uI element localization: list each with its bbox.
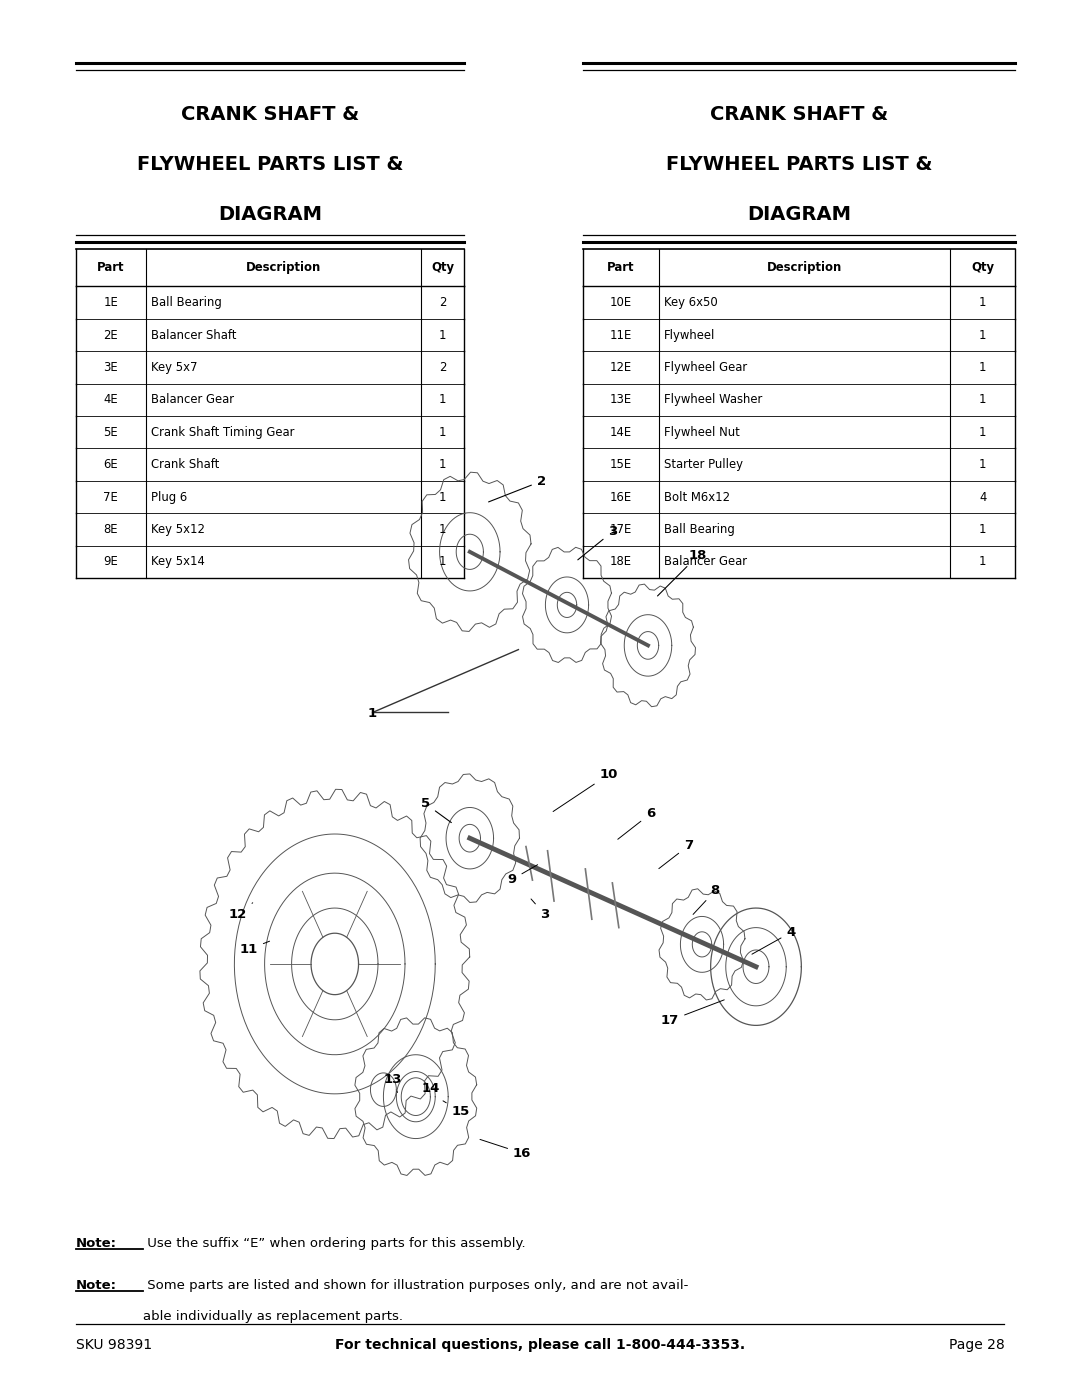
Text: 6: 6 [618,807,656,840]
Text: 7: 7 [659,840,692,869]
Text: Flywheel: Flywheel [664,328,716,341]
Text: 9E: 9E [104,556,118,569]
Text: 1: 1 [440,426,446,439]
Text: Key 5x7: Key 5x7 [151,360,198,374]
Text: 18E: 18E [610,556,632,569]
Text: Flywheel Nut: Flywheel Nut [664,426,740,439]
Text: Qty: Qty [971,261,995,274]
Text: Ball Bearing: Ball Bearing [664,522,735,536]
Text: 1: 1 [440,458,446,471]
Text: 15: 15 [443,1101,470,1118]
Text: Crank Shaft Timing Gear: Crank Shaft Timing Gear [151,426,295,439]
Text: able individually as replacement parts.: able individually as replacement parts. [143,1310,403,1323]
Text: 12E: 12E [610,360,632,374]
Text: 3E: 3E [104,360,118,374]
Text: 10: 10 [553,768,618,812]
Text: 18: 18 [658,549,707,597]
Text: 3: 3 [531,898,550,921]
Text: 13E: 13E [610,394,632,407]
Text: 1E: 1E [104,296,118,309]
Text: 16E: 16E [610,490,632,503]
Text: 1: 1 [440,556,446,569]
Text: FLYWHEEL PARTS LIST &: FLYWHEEL PARTS LIST & [666,155,932,175]
Text: 7E: 7E [104,490,118,503]
Text: Flywheel Washer: Flywheel Washer [664,394,762,407]
Text: Page 28: Page 28 [948,1338,1004,1352]
Text: Bolt M6x12: Bolt M6x12 [664,490,730,503]
Text: Note:: Note: [76,1280,117,1292]
Text: Key 5x12: Key 5x12 [151,522,205,536]
Text: 2: 2 [440,360,446,374]
Text: 1: 1 [440,522,446,536]
Text: 6E: 6E [104,458,118,471]
Text: Key 6x50: Key 6x50 [664,296,718,309]
Text: 5: 5 [421,798,451,823]
Text: 4: 4 [980,490,986,503]
Text: DIAGRAM: DIAGRAM [747,205,851,225]
Text: Balancer Gear: Balancer Gear [151,394,234,407]
Text: 4E: 4E [104,394,118,407]
Text: 1: 1 [980,360,986,374]
Text: 12: 12 [229,902,253,921]
Text: 14: 14 [421,1083,440,1095]
Text: 13: 13 [383,1073,402,1092]
Text: Key 5x14: Key 5x14 [151,556,205,569]
Text: 17E: 17E [610,522,632,536]
Text: 8E: 8E [104,522,118,536]
Text: 8: 8 [693,884,720,915]
Text: 2: 2 [440,296,446,309]
Text: 10E: 10E [610,296,632,309]
Text: Plug 6: Plug 6 [151,490,188,503]
Text: 14E: 14E [610,426,632,439]
Text: 11E: 11E [610,328,632,341]
Text: Starter Pulley: Starter Pulley [664,458,743,471]
Text: 9: 9 [508,865,538,886]
Text: Description: Description [767,261,842,274]
Text: CRANK SHAFT &: CRANK SHAFT & [710,105,889,124]
Text: 1: 1 [980,522,986,536]
Text: 17: 17 [661,1000,725,1027]
Text: Some parts are listed and shown for illustration purposes only, and are not avai: Some parts are listed and shown for illu… [143,1280,688,1292]
Text: 2E: 2E [104,328,118,341]
Text: Balancer Gear: Balancer Gear [664,556,747,569]
Text: SKU 98391: SKU 98391 [76,1338,151,1352]
Text: Description: Description [246,261,321,274]
Text: 11: 11 [240,942,270,956]
Text: 1: 1 [980,296,986,309]
Text: Qty: Qty [431,261,455,274]
Text: CRANK SHAFT &: CRANK SHAFT & [180,105,360,124]
Text: 1: 1 [980,328,986,341]
Text: 1: 1 [440,328,446,341]
Text: Use the suffix “E” when ordering parts for this assembly.: Use the suffix “E” when ordering parts f… [143,1238,525,1250]
Text: 1: 1 [440,394,446,407]
Text: 16: 16 [480,1140,531,1160]
Text: 1: 1 [980,556,986,569]
Text: 3: 3 [578,525,618,560]
Text: 5E: 5E [104,426,118,439]
Text: 1: 1 [440,490,446,503]
Text: Ball Bearing: Ball Bearing [151,296,222,309]
Text: 1: 1 [980,458,986,471]
Text: FLYWHEEL PARTS LIST &: FLYWHEEL PARTS LIST & [137,155,403,175]
Text: For technical questions, please call 1-800-444-3353.: For technical questions, please call 1-8… [335,1338,745,1352]
FancyBboxPatch shape [583,249,1015,286]
Text: Part: Part [607,261,635,274]
Text: 2: 2 [488,475,545,502]
Text: 4: 4 [752,926,796,954]
Text: Flywheel Gear: Flywheel Gear [664,360,747,374]
Text: 1: 1 [980,426,986,439]
Text: Balancer Shaft: Balancer Shaft [151,328,237,341]
Text: Crank Shaft: Crank Shaft [151,458,219,471]
Text: Note:: Note: [76,1238,117,1250]
Text: 15E: 15E [610,458,632,471]
FancyBboxPatch shape [76,249,464,286]
Text: DIAGRAM: DIAGRAM [218,205,322,225]
Text: Part: Part [97,261,124,274]
Text: 1: 1 [980,394,986,407]
Text: 1: 1 [367,707,376,719]
